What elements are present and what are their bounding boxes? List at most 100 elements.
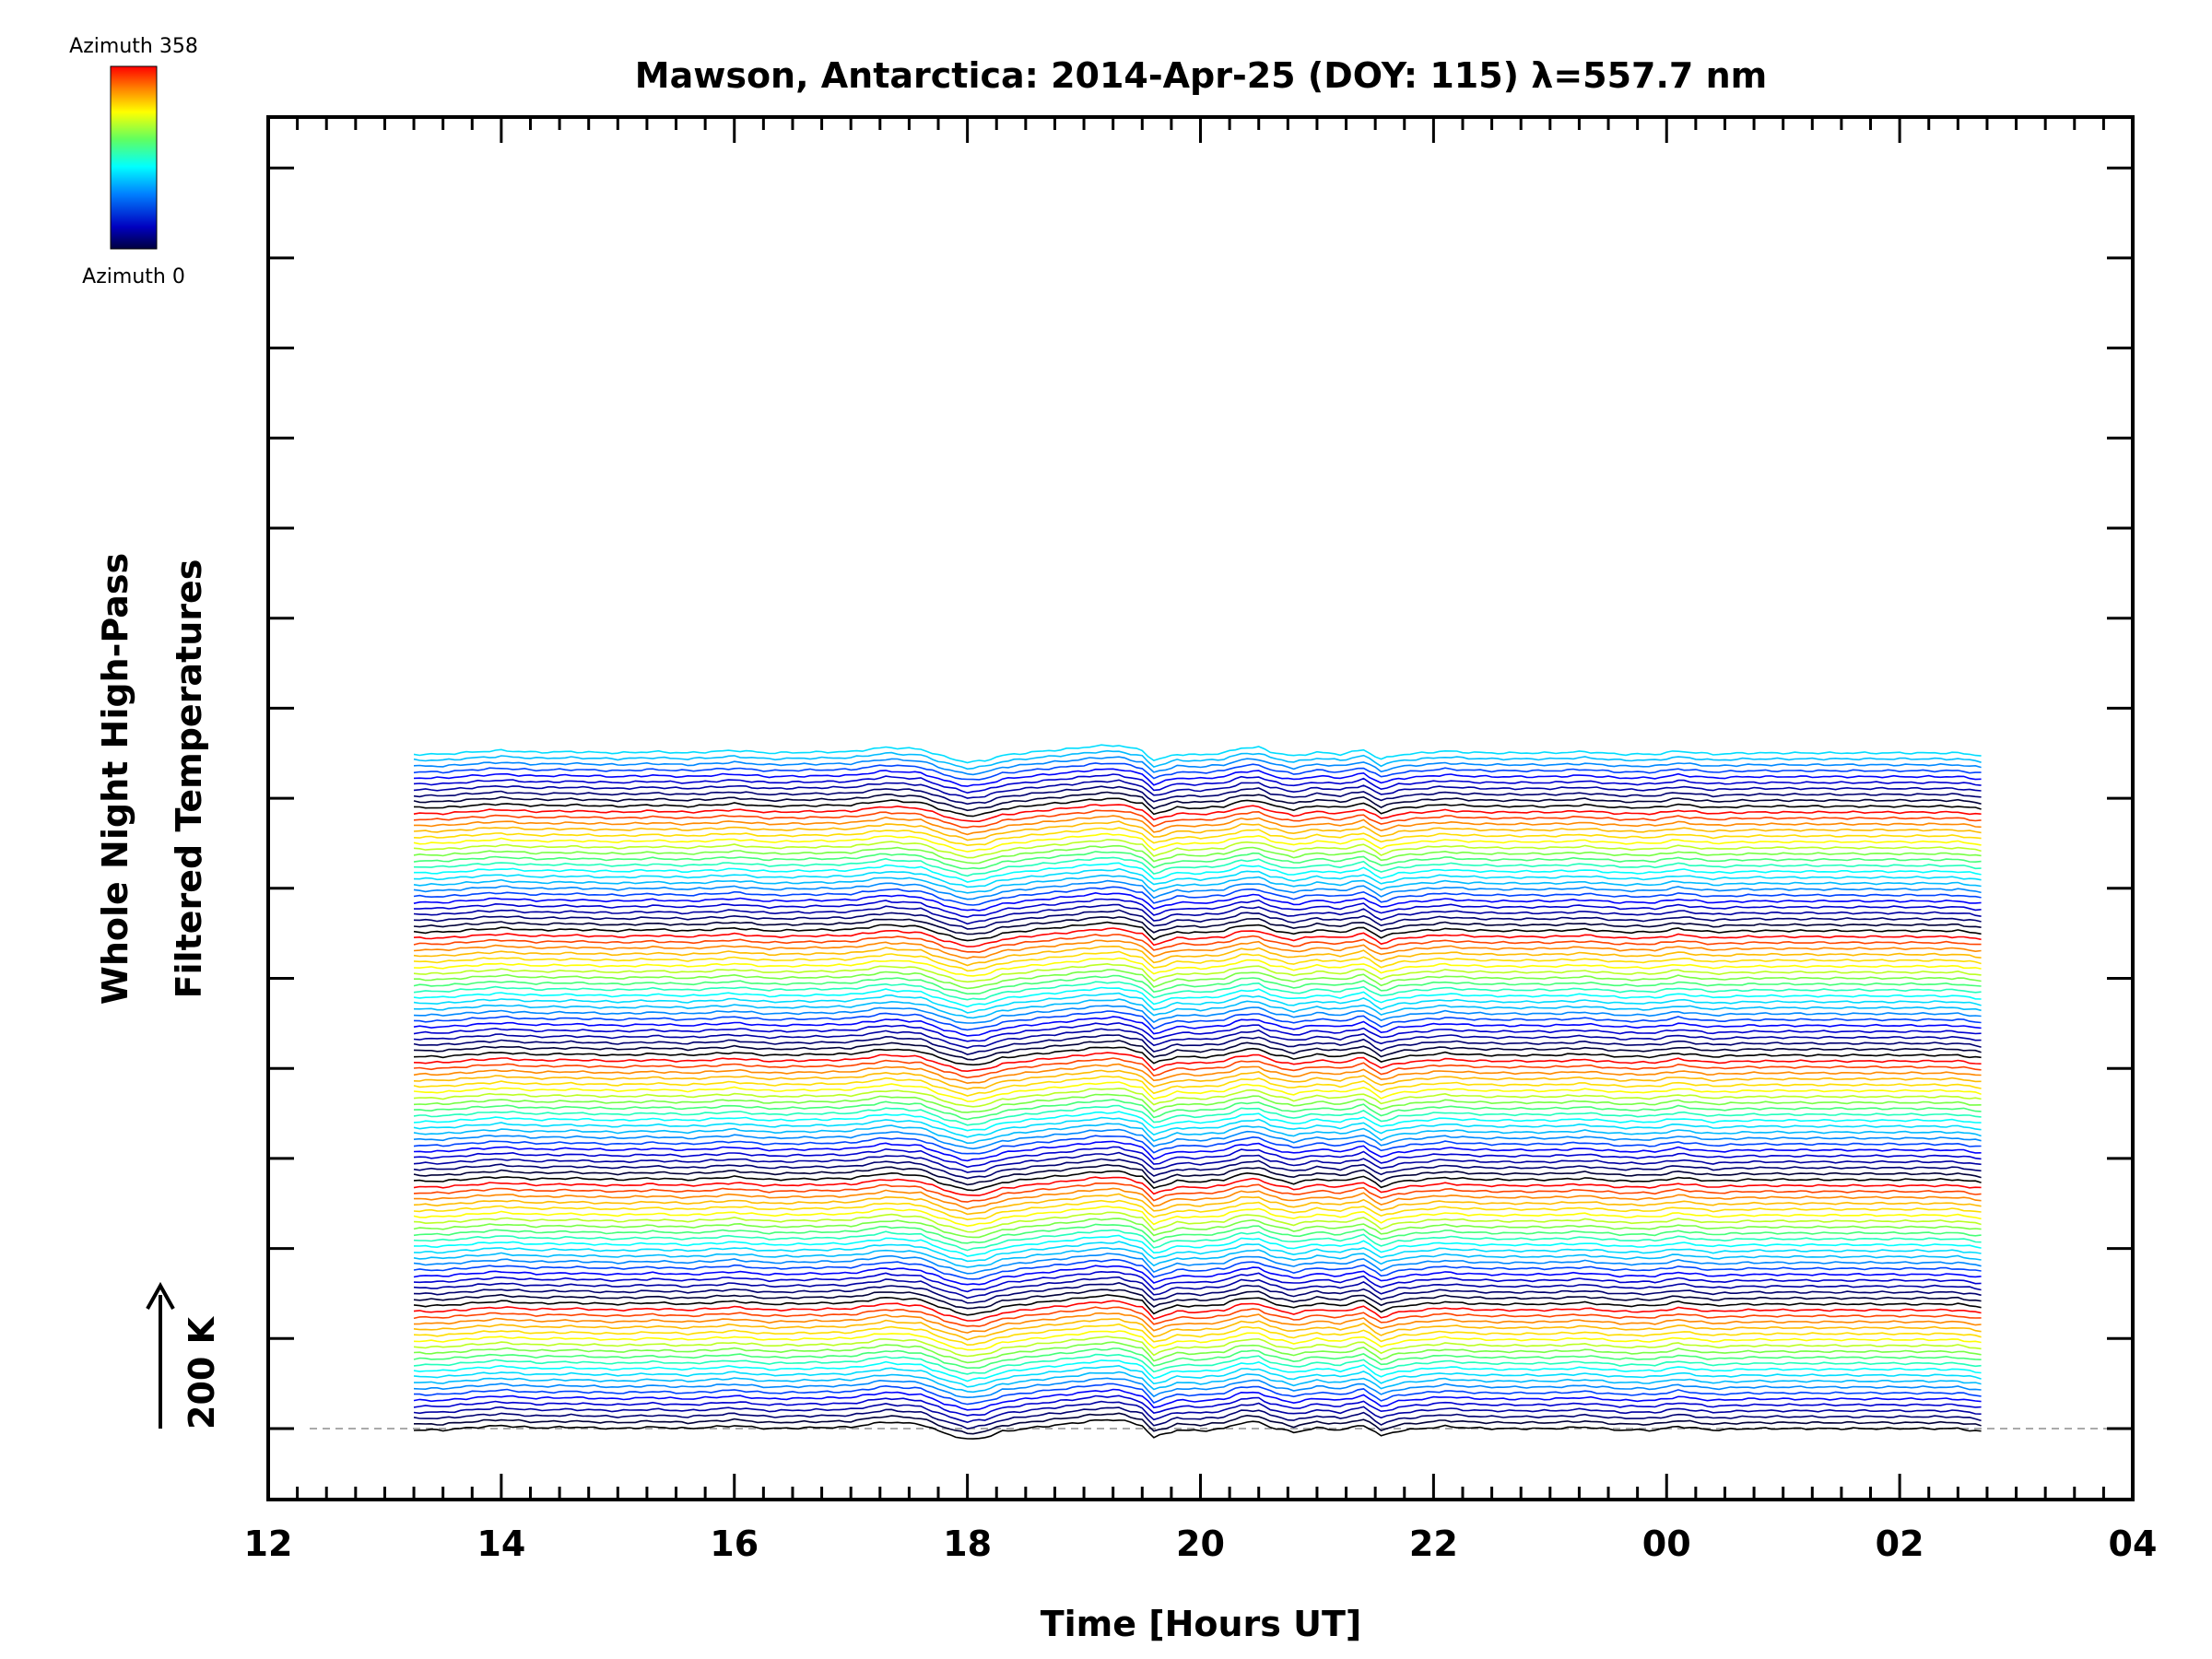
- series-line: [414, 1382, 1982, 1406]
- series-line: [413, 1229, 1982, 1252]
- series-line: [413, 768, 1982, 787]
- series-line: [413, 1312, 1982, 1334]
- x-tick-label: 16: [710, 1524, 759, 1564]
- series-line: [414, 1412, 1982, 1435]
- series-line: [413, 1034, 1982, 1055]
- series-line: [413, 1218, 1982, 1239]
- series-line: [413, 867, 1982, 888]
- series-line: [413, 1353, 1982, 1375]
- x-tick-labels: 12 14 16 18 20 22 00 02 04: [244, 1524, 2158, 1564]
- scale-label: 200 K: [182, 1315, 222, 1430]
- series-line: [413, 1276, 1982, 1300]
- series-line: [413, 804, 1982, 823]
- series-line: [413, 1016, 1982, 1037]
- series-line: [413, 1028, 1982, 1049]
- series-line: [413, 791, 1982, 812]
- axis-ticks: [266, 117, 2135, 1500]
- series-line: [413, 945, 1982, 967]
- series-line: [413, 1010, 1982, 1031]
- series-line: [414, 815, 1982, 836]
- x-tick-label: 04: [2109, 1524, 2158, 1564]
- series-line: [413, 1182, 1982, 1203]
- series-line: [413, 1335, 1982, 1358]
- series-line: [413, 1040, 1982, 1061]
- series-line: [413, 1281, 1982, 1304]
- series-line: [413, 1388, 1982, 1411]
- series-line: [413, 762, 1982, 781]
- series-line: [413, 879, 1982, 900]
- series-line: [413, 921, 1982, 942]
- series-line: [413, 1057, 1982, 1079]
- series-line: [413, 1247, 1982, 1268]
- series-line: [413, 891, 1982, 912]
- series-line: [413, 1359, 1982, 1382]
- series-line: [413, 916, 1982, 935]
- series-line: [413, 1187, 1982, 1210]
- series-line: [413, 1022, 1982, 1042]
- series-line: [413, 939, 1982, 959]
- series-line: [414, 969, 1982, 990]
- x-tick-label: 20: [1176, 1524, 1225, 1564]
- series-line: [413, 1234, 1982, 1257]
- series-line: [413, 1418, 1982, 1440]
- series-line: [413, 1069, 1982, 1090]
- series-line: [413, 1046, 1982, 1066]
- series-line: [413, 1123, 1982, 1145]
- series-line: [413, 1394, 1982, 1417]
- series-line: [413, 1151, 1982, 1173]
- series-line: [413, 1294, 1982, 1316]
- x-tick-label: 12: [244, 1524, 293, 1564]
- series-line: [413, 1199, 1982, 1221]
- series-line: [413, 744, 1982, 764]
- x-tick-label: 18: [943, 1524, 992, 1564]
- x-tick-label: 22: [1409, 1524, 1458, 1564]
- series-line: [413, 1270, 1982, 1293]
- series-line: [413, 992, 1982, 1014]
- series-line: [413, 909, 1982, 930]
- series-line: [413, 851, 1982, 870]
- chart-title: Mawson, Antarctica: 2014-Apr-25 (DOY: 11…: [635, 55, 1767, 96]
- series-line: [413, 874, 1982, 894]
- series-line: [413, 1005, 1982, 1024]
- series-line: [413, 1093, 1982, 1113]
- series-line: [413, 998, 1982, 1019]
- series-line: [413, 844, 1982, 865]
- series-line: [413, 1205, 1982, 1228]
- series-line: [413, 957, 1982, 977]
- series-line: [413, 1300, 1982, 1322]
- x-tick-label: 14: [477, 1524, 525, 1564]
- y-axis-label-line1: Whole Night High-Pass: [95, 553, 135, 1005]
- series-line: [413, 1306, 1982, 1327]
- series-line: [413, 1128, 1982, 1150]
- series-line: [413, 1146, 1982, 1169]
- series-line: [413, 981, 1982, 1001]
- series-line: [413, 974, 1982, 995]
- series-line: [413, 756, 1982, 776]
- series-line: [413, 1323, 1982, 1347]
- series-line: [414, 1371, 1982, 1394]
- series-line: [413, 886, 1982, 906]
- series-line: [413, 1104, 1982, 1126]
- series-line: [413, 820, 1982, 841]
- series-line: [413, 1076, 1982, 1097]
- series-line: [413, 1052, 1982, 1073]
- series-line: [413, 773, 1982, 794]
- series-line: [413, 1140, 1982, 1162]
- series-line: [413, 1170, 1982, 1192]
- series-line: [413, 1223, 1982, 1244]
- series-line: [414, 862, 1982, 883]
- series-line: [413, 832, 1982, 853]
- series-line: [413, 1364, 1982, 1388]
- series-line: [413, 1330, 1982, 1351]
- scale-arrow-head: [146, 1281, 175, 1310]
- y-axis-label-line2: Filtered Temperatures: [169, 559, 209, 999]
- series-line: [413, 962, 1982, 983]
- series-line: [413, 1406, 1982, 1430]
- series-line: [413, 1258, 1982, 1280]
- colorbar-gradient: [110, 65, 158, 250]
- series-line: [413, 1081, 1982, 1102]
- series-line: [413, 1088, 1982, 1108]
- series-line: [413, 1193, 1982, 1216]
- series-line: [413, 1163, 1982, 1186]
